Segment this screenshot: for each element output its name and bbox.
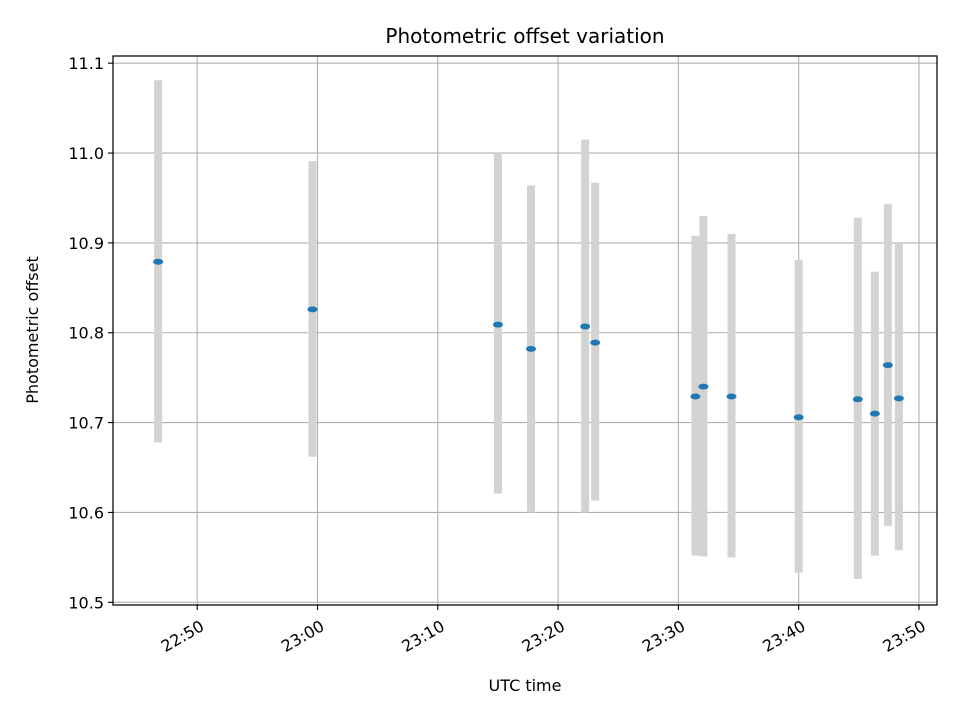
data-point bbox=[153, 258, 164, 265]
data-point bbox=[492, 321, 503, 328]
y-tick-label: 10.5 bbox=[68, 593, 104, 612]
y-tick-label: 10.7 bbox=[68, 414, 104, 433]
y-tick-label: 10.9 bbox=[68, 234, 104, 253]
data-point bbox=[852, 396, 863, 403]
data-point bbox=[869, 410, 880, 417]
y-axis-ticks: 10.5 10.6 10.7 10.8 10.9 11.0 11.1 bbox=[68, 54, 113, 612]
y-tick-label: 11.1 bbox=[68, 54, 104, 73]
data-point bbox=[726, 393, 737, 400]
chart-title: Photometric offset variation bbox=[385, 24, 664, 48]
data-point bbox=[307, 306, 318, 313]
data-point bbox=[580, 323, 591, 330]
data-point bbox=[698, 383, 709, 390]
data-point bbox=[590, 339, 601, 346]
data-point bbox=[526, 345, 537, 352]
plot-area-frame bbox=[112, 55, 938, 606]
y-tick-label: 10.8 bbox=[68, 324, 104, 343]
data-point bbox=[793, 414, 804, 421]
data-point bbox=[882, 362, 893, 369]
y-tick-label: 11.0 bbox=[68, 144, 104, 163]
y-axis-label: Photometric offset bbox=[23, 256, 42, 404]
data-point bbox=[690, 393, 701, 400]
data-points bbox=[153, 258, 904, 421]
x-axis-label: UTC time bbox=[489, 676, 562, 695]
y-tick-label: 10.6 bbox=[68, 503, 104, 522]
data-point bbox=[893, 395, 904, 402]
